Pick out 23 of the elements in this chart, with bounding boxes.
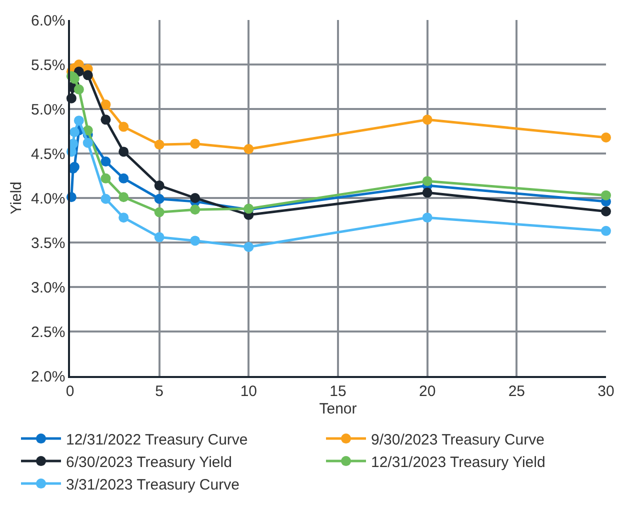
- y-tick-label: 5.0%: [31, 101, 66, 118]
- x-tick-label: 0: [66, 382, 74, 400]
- x-tick-label: 15: [330, 382, 346, 400]
- y-tick-label: 5.5%: [31, 56, 66, 74]
- y-tick-label: 2.0%: [31, 368, 66, 386]
- y-tick-label: 3.0%: [31, 279, 66, 296]
- y-tick-label: 2.5%: [31, 324, 66, 341]
- x-tick-label: 20: [418, 382, 436, 400]
- legend-label: 6/30/2023 Treasury Yield: [66, 454, 232, 471]
- x-tick-label: 25: [508, 382, 526, 400]
- legend-label: 12/31/2023 Treasury Yield: [371, 454, 546, 471]
- y-tick-label: 4.0%: [31, 190, 66, 208]
- legend-label: 12/31/2022 Treasury Curve: [66, 431, 248, 448]
- x-tick-label: 5: [155, 382, 164, 400]
- legend-label: 9/30/2023 Treasury Curve: [371, 431, 544, 448]
- legend-label: 3/31/2023 Treasury Curve: [66, 476, 240, 494]
- x-axis-title: Tenor: [319, 400, 357, 418]
- x-tick-label: 30: [598, 382, 614, 400]
- y-tick-label: 6.0%: [31, 12, 66, 30]
- y-tick-label: 3.5%: [31, 234, 66, 252]
- y-tick-label: 4.5%: [31, 146, 66, 163]
- x-tick-label: 10: [240, 382, 258, 400]
- y-axis-title: Yield: [8, 182, 25, 214]
